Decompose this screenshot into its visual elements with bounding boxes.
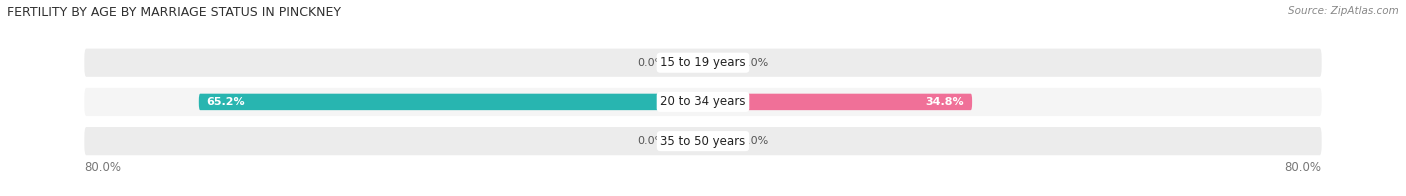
FancyBboxPatch shape: [84, 49, 1322, 77]
Text: 34.8%: 34.8%: [925, 97, 965, 107]
FancyBboxPatch shape: [703, 133, 734, 149]
Text: 65.2%: 65.2%: [207, 97, 245, 107]
Text: 80.0%: 80.0%: [1285, 161, 1322, 174]
Text: 0.0%: 0.0%: [740, 58, 768, 68]
Text: 0.0%: 0.0%: [638, 136, 666, 146]
FancyBboxPatch shape: [84, 127, 1322, 155]
FancyBboxPatch shape: [198, 94, 703, 110]
Text: 35 to 50 years: 35 to 50 years: [661, 135, 745, 148]
Text: 15 to 19 years: 15 to 19 years: [661, 56, 745, 69]
FancyBboxPatch shape: [84, 88, 1322, 116]
FancyBboxPatch shape: [672, 133, 703, 149]
FancyBboxPatch shape: [703, 54, 734, 71]
FancyBboxPatch shape: [703, 94, 972, 110]
FancyBboxPatch shape: [672, 54, 703, 71]
Text: FERTILITY BY AGE BY MARRIAGE STATUS IN PINCKNEY: FERTILITY BY AGE BY MARRIAGE STATUS IN P…: [7, 6, 342, 19]
Text: 0.0%: 0.0%: [740, 136, 768, 146]
Text: Source: ZipAtlas.com: Source: ZipAtlas.com: [1288, 6, 1399, 16]
Text: 80.0%: 80.0%: [84, 161, 121, 174]
Text: 0.0%: 0.0%: [638, 58, 666, 68]
Text: 20 to 34 years: 20 to 34 years: [661, 95, 745, 108]
